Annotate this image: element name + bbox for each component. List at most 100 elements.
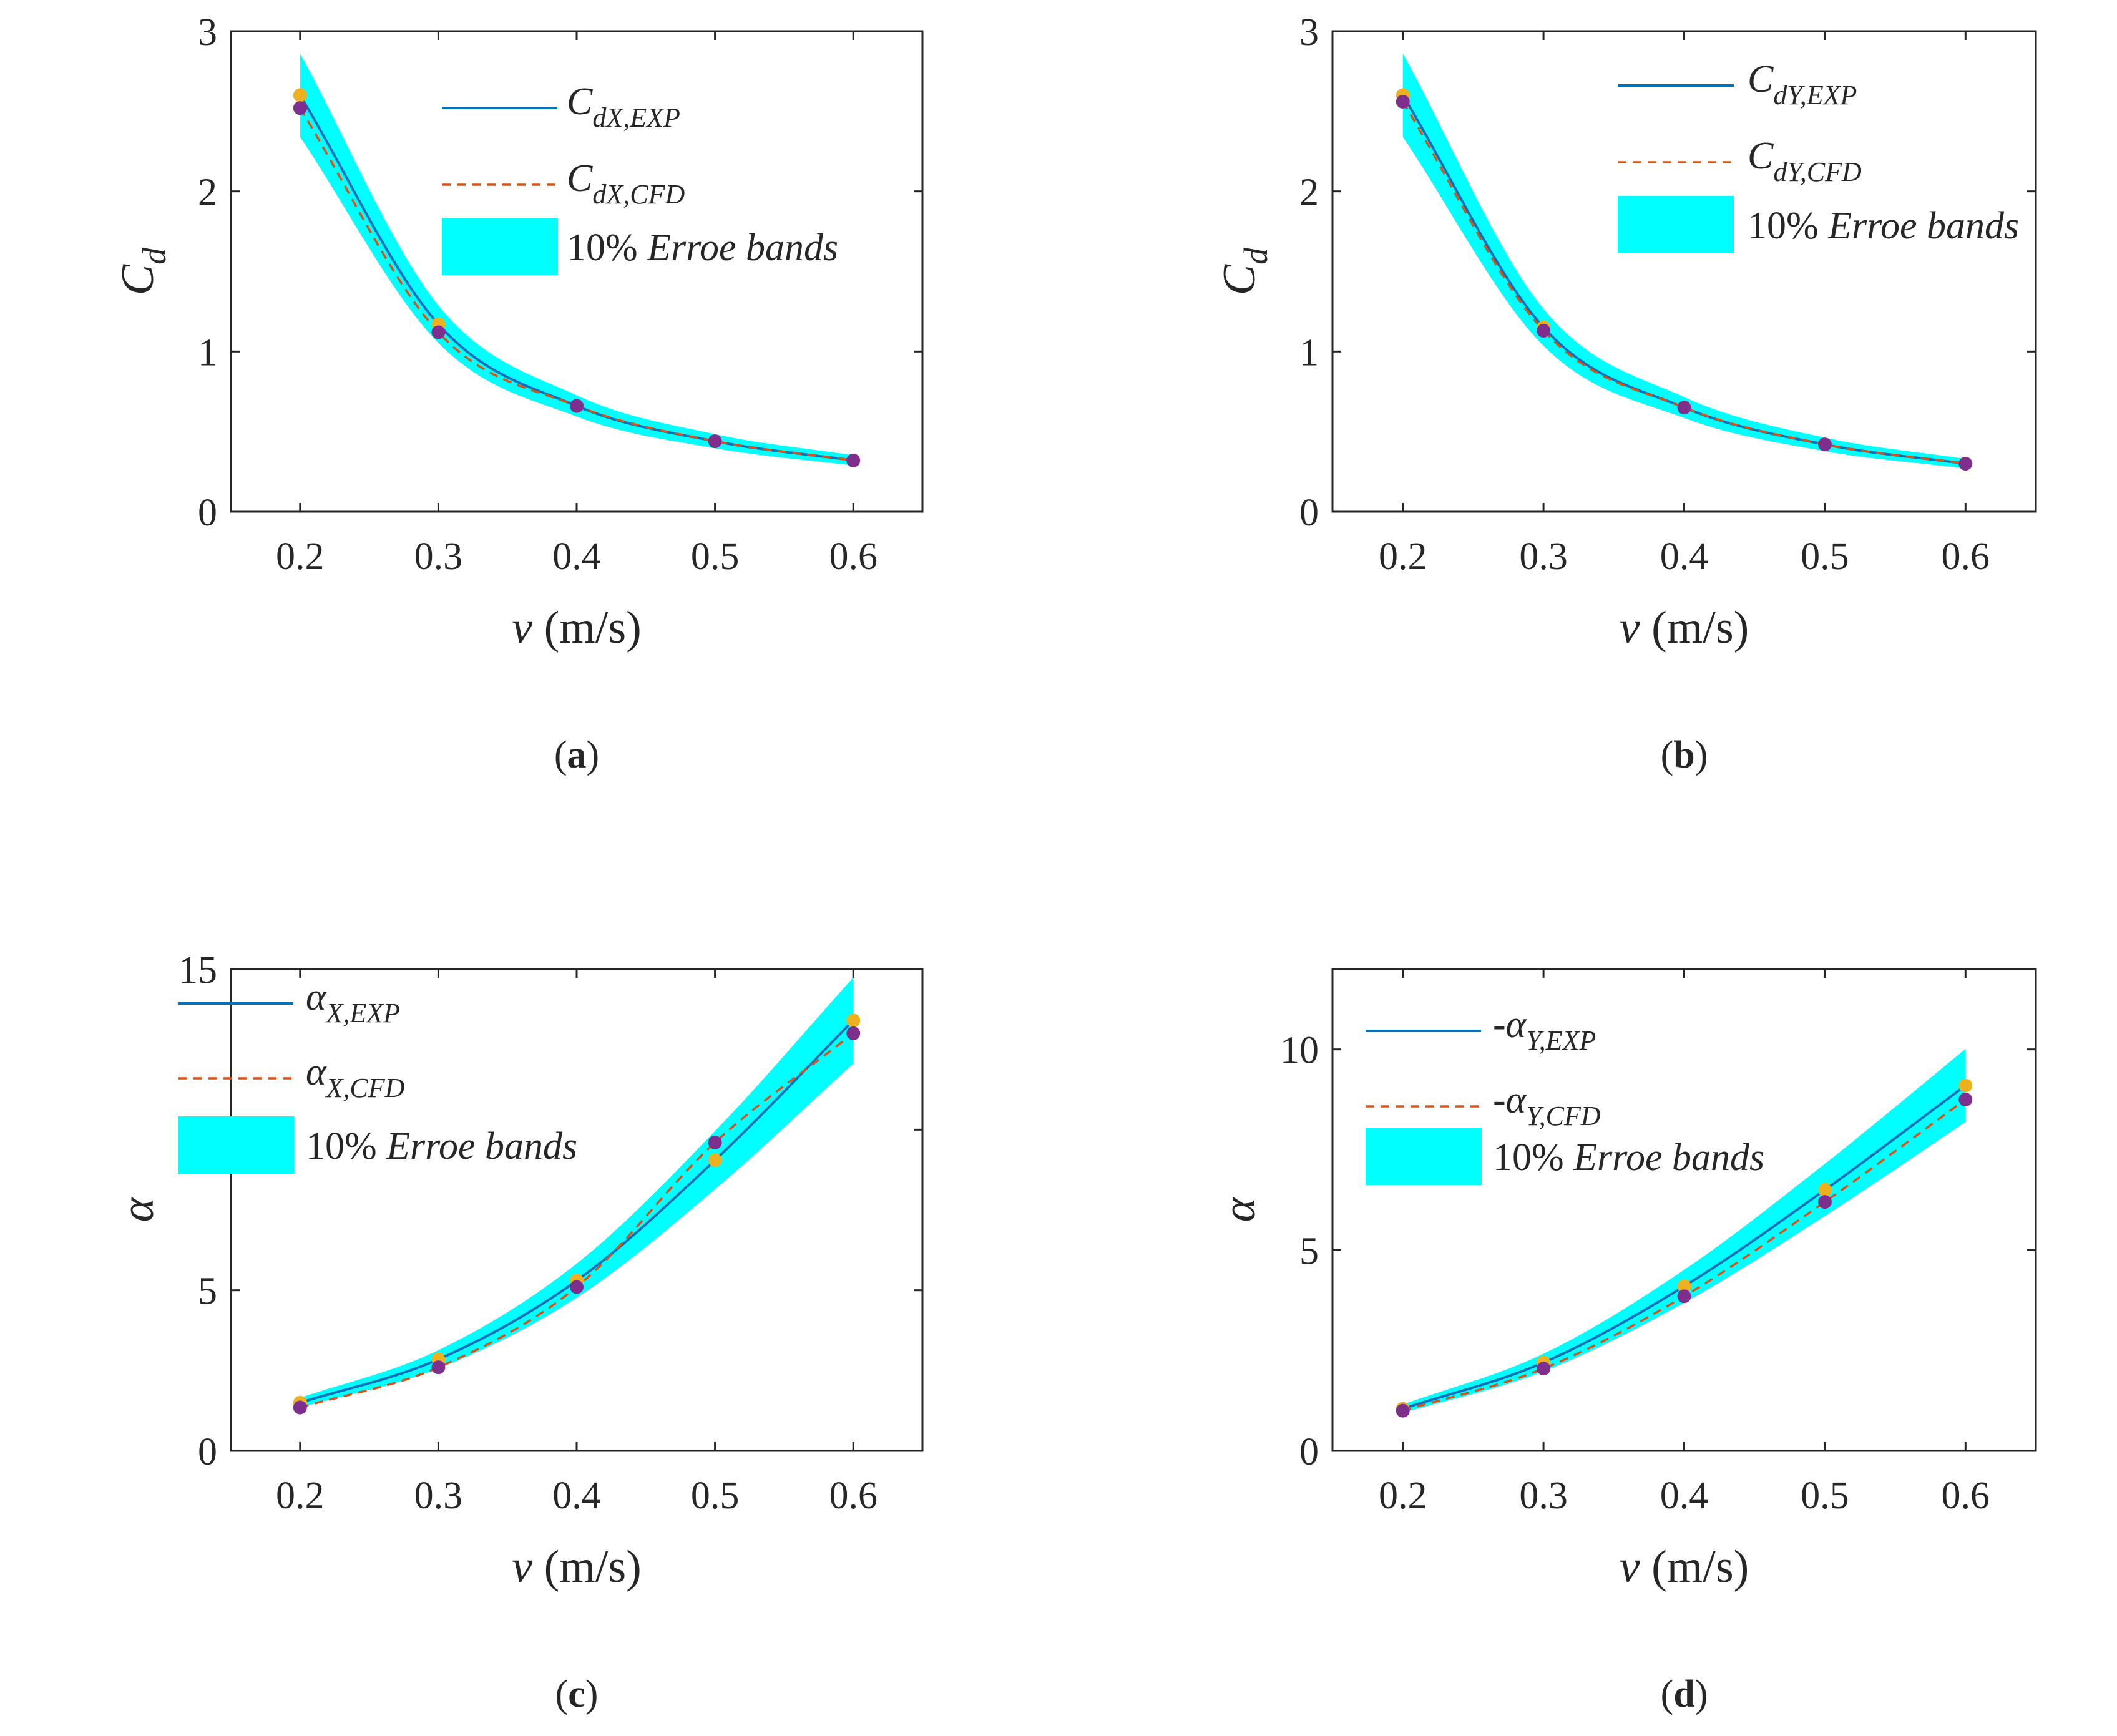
legend-band-swatch [442, 218, 558, 275]
cfd-data-point [1396, 94, 1410, 109]
x-tick-label: 0.6 [829, 535, 878, 578]
x-tick-label: 0.3 [414, 1475, 463, 1517]
x-axis-label: v (m/s) [512, 1541, 642, 1592]
panel-caption: (a) [554, 734, 599, 776]
x-tick-label: 0.5 [1801, 535, 1849, 578]
y-tick-label: 0 [198, 1431, 217, 1473]
exp-data-point [293, 88, 307, 102]
legend-band-label: 10% Erroe bands [1748, 205, 2019, 247]
x-tick-label: 0.5 [1801, 1475, 1849, 1517]
x-tick-label: 0.2 [276, 1475, 325, 1517]
cfd-data-point [570, 399, 584, 413]
legend-cfd-label: CdY,CFD [1748, 135, 1862, 187]
x-tick-label: 0.4 [1660, 535, 1709, 578]
y-tick-label: 3 [1299, 11, 1319, 54]
legend-exp-label: αX,EXP [306, 976, 400, 1028]
x-axis-label: v (m/s) [512, 602, 642, 653]
x-tick-label: 0.4 [552, 1475, 601, 1517]
y-tick-label: 15 [178, 949, 217, 992]
cfd-data-point [708, 434, 722, 449]
cfd-data-point [1677, 1289, 1691, 1304]
cfd-data-point [1817, 437, 1832, 452]
cfd-data-point [431, 325, 446, 339]
cfd-data-point [570, 1280, 584, 1294]
x-tick-label: 0.2 [276, 535, 325, 578]
y-axis-label: Cd [112, 247, 173, 295]
exp-data-point [1958, 1078, 1973, 1093]
legend-band-label: 10% Erroe bands [567, 227, 838, 269]
legend: αX,EXP αX,CFD 10% Erroe bands [178, 976, 577, 1174]
legend-band-label: 10% Erroe bands [1493, 1136, 1764, 1179]
x-tick-label: 0.6 [1942, 535, 1990, 578]
x-axis-label: v (m/s) [1620, 602, 1749, 653]
exp-data-point [708, 1153, 722, 1168]
cfd-data-point [1537, 323, 1551, 338]
cfd-data-point [846, 1026, 861, 1040]
cfd-data-point [1958, 1093, 1973, 1107]
chart-panel-d: 0.2 0.3 0.4 0.5 0.6 0 5 10 v (m/s) α -αY,EXP -αY,CF… [1214, 968, 2037, 1715]
cfd-data-point [1677, 401, 1691, 415]
panel-caption: (c) [555, 1673, 599, 1715]
cfd-data-point [708, 1135, 722, 1149]
legend: CdY,EXP CdY,CFD 10% Erroe bands [1618, 58, 2019, 253]
legend-cfd-label: αX,CFD [306, 1051, 405, 1103]
y-tick-label: 5 [198, 1270, 217, 1313]
y-tick-label: 0 [198, 492, 217, 534]
x-tick-label: 0.2 [1379, 1475, 1427, 1517]
x-tick-label: 0.4 [1660, 1475, 1709, 1517]
chart-panel-a: 0.2 0.3 0.4 0.5 0.6 0 1 2 3 v (m/s) Cd CdX,EXP CdX,C… [112, 11, 924, 776]
axes-box [1331, 968, 2037, 1452]
cfd-data-point [1396, 1403, 1410, 1418]
y-tick-label: 0 [1299, 492, 1319, 534]
exp-data-point [846, 1013, 861, 1028]
exp-data-point [1817, 1183, 1832, 1197]
cfd-data-point [1537, 1362, 1551, 1376]
cfd-data-point [293, 101, 307, 115]
y-tick-label: 3 [198, 11, 217, 54]
panel-caption: (b) [1661, 734, 1708, 776]
legend-cfd-label: CdX,CFD [567, 157, 685, 210]
axes-box [1331, 30, 2037, 513]
y-tick-label: 2 [1299, 172, 1319, 214]
x-tick-label: 0.5 [691, 1475, 740, 1517]
legend: CdX,EXP CdX,CFD 10% Erroe bands [442, 80, 838, 275]
x-tick-label: 0.6 [1942, 1475, 1990, 1517]
cfd-data-point [846, 453, 861, 467]
exp-data-point [1677, 1279, 1691, 1294]
y-axis-label: Cd [1214, 247, 1274, 295]
y-tick-label: 5 [1299, 1230, 1319, 1272]
legend-band-swatch [1618, 196, 1734, 253]
y-axis-label: α [112, 1196, 164, 1222]
legend-band-swatch [1366, 1128, 1482, 1185]
x-tick-label: 0.6 [829, 1475, 878, 1517]
chart-panel-b: 0.2 0.3 0.4 0.5 0.6 0 1 2 3 v (m/s) Cd CdY,EXP CdY,C… [1214, 11, 2037, 776]
y-tick-label: 0 [1299, 1431, 1319, 1473]
legend-band-swatch [178, 1116, 294, 1174]
y-tick-label: 10 [1280, 1030, 1319, 1072]
legend-cfd-label: -αY,CFD [1493, 1079, 1601, 1131]
legend-exp-label: -αY,EXP [1493, 1003, 1596, 1056]
x-tick-label: 0.3 [414, 535, 463, 578]
legend: -αY,EXP -αY,CFD 10% Erroe bands [1366, 1003, 1764, 1185]
x-tick-label: 0.3 [1519, 535, 1568, 578]
x-axis-label: v (m/s) [1620, 1541, 1749, 1592]
error-band [1402, 1049, 1966, 1413]
x-tick-label: 0.5 [691, 535, 740, 578]
legend-exp-label: CdY,EXP [1748, 58, 1857, 110]
cfd-data-point [293, 1400, 307, 1415]
y-tick-label: 1 [1299, 331, 1319, 374]
error-band [300, 977, 854, 1408]
x-tick-label: 0.3 [1519, 1475, 1568, 1517]
legend-exp-label: CdX,EXP [567, 80, 680, 133]
chart-panel-c: 0.20.30.40.50.6051015v (m/s)ααX,EXPαX,CF… [112, 949, 924, 1715]
cfd-data-point [431, 1360, 446, 1375]
y-tick-label: 1 [198, 331, 217, 374]
panel-caption: (d) [1661, 1673, 1708, 1715]
y-axis-label: α [1214, 1196, 1265, 1222]
cfd-data-point [1817, 1195, 1832, 1209]
y-tick-label: 2 [198, 172, 217, 214]
x-tick-label: 0.2 [1379, 535, 1427, 578]
x-tick-label: 0.4 [552, 535, 601, 578]
legend-band-label: 10% Erroe bands [306, 1125, 577, 1168]
